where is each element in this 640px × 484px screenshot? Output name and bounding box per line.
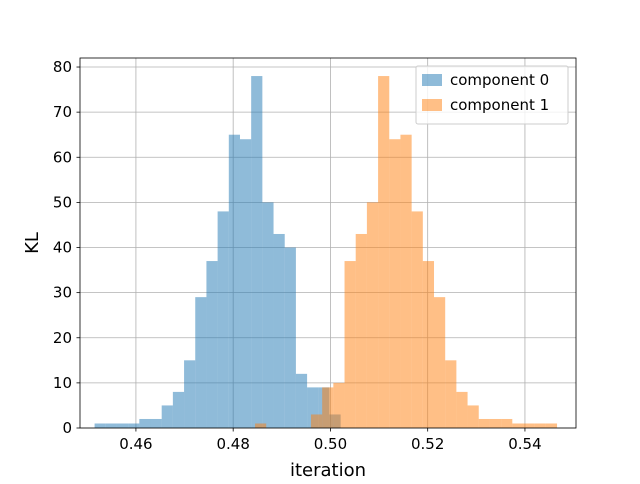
histogram-bar-series-0: [172, 391, 185, 428]
histogram-bar-series-1: [355, 233, 367, 428]
histogram-bar-series-0: [128, 423, 140, 428]
bars: [94, 76, 558, 429]
histogram-bar-series-0: [228, 134, 240, 428]
x-tick-label: 0.54: [508, 435, 541, 453]
histogram-bar-series-1: [512, 423, 524, 428]
x-tick-label: 0.52: [411, 435, 444, 453]
histogram-bar-series-1: [411, 211, 423, 428]
histogram-bar-series-1: [333, 382, 345, 428]
y-tick-label: 0: [62, 419, 72, 437]
histogram-bar-series-1: [534, 423, 546, 428]
legend-box: [415, 65, 569, 125]
y-tick-label: 80: [53, 58, 72, 76]
histogram-bar-series-1: [344, 261, 356, 428]
x-tick-label: 0.46: [119, 435, 152, 453]
ticks: 0.46 0.48 0.50 0.52 0.54 0 10 20 30 40 50 60 70 80: [53, 58, 542, 453]
histogram-bar-series-0: [150, 418, 162, 428]
y-axis-label: KL: [22, 232, 43, 254]
histogram-bar-series-0: [239, 139, 252, 428]
histogram-bar-series-1: [478, 418, 490, 428]
histogram-bar-series-0: [295, 373, 308, 428]
histogram-bar-series-1: [366, 202, 379, 428]
histogram-bar-series-0: [161, 405, 173, 428]
histogram-bar-series-0: [251, 76, 263, 429]
histogram-bar-series-1: [322, 387, 334, 428]
histogram-bar-series-0: [307, 387, 319, 428]
histogram-bar-series-1: [422, 261, 435, 428]
histogram-bar-series-1: [501, 418, 513, 428]
histogram-bar-series-0: [206, 261, 218, 428]
histogram-bar-series-0: [105, 423, 117, 428]
histogram-bar-series-0: [195, 297, 207, 428]
legend-swatch: [422, 99, 442, 111]
histogram-bar-series-0: [217, 211, 229, 428]
histogram-bar-series-1: [310, 414, 323, 428]
histogram-bar-series-1: [456, 391, 468, 428]
x-axis-label: iteration: [290, 460, 366, 480]
histogram-bar-series-1: [255, 423, 267, 428]
plot-frame: [79, 57, 577, 429]
histogram-bar-series-1: [467, 405, 479, 428]
y-tick-label: 50: [53, 193, 72, 211]
histogram-bar-series-0: [284, 247, 296, 428]
x-tick-label: 0.50: [314, 435, 347, 453]
histogram-bar-series-0: [273, 233, 285, 428]
x-tick-label: 0.48: [216, 435, 249, 453]
histogram-bar-series-0: [94, 423, 106, 428]
histogram-bar-series-1: [378, 76, 390, 429]
y-tick-label: 70: [53, 103, 72, 121]
histogram-bar-series-1: [523, 423, 535, 428]
histogram-bar-series-1: [389, 139, 401, 428]
histogram-bar-series-1: [400, 134, 412, 428]
histogram-bar-series-1: [489, 418, 502, 428]
histogram-bar-series-1: [445, 360, 457, 428]
legend-label: component 0: [450, 71, 549, 89]
legend-swatch: [422, 74, 442, 86]
histogram-bar-series-0: [184, 360, 196, 428]
histogram-bar-series-0: [139, 418, 151, 428]
y-tick-label: 30: [53, 284, 72, 302]
legend-label: component 1: [450, 96, 549, 114]
y-tick-label: 20: [53, 329, 72, 347]
histogram-bar-series-1: [434, 297, 446, 428]
y-tick-label: 60: [53, 148, 72, 166]
legend: component 0 component 1: [415, 65, 569, 125]
y-tick-label: 10: [53, 374, 72, 392]
histogram-bar-series-1: [545, 423, 558, 428]
histogram-bar-series-0: [262, 202, 274, 428]
histogram-bar-series-0: [116, 423, 129, 428]
y-tick-label: 40: [53, 239, 72, 257]
